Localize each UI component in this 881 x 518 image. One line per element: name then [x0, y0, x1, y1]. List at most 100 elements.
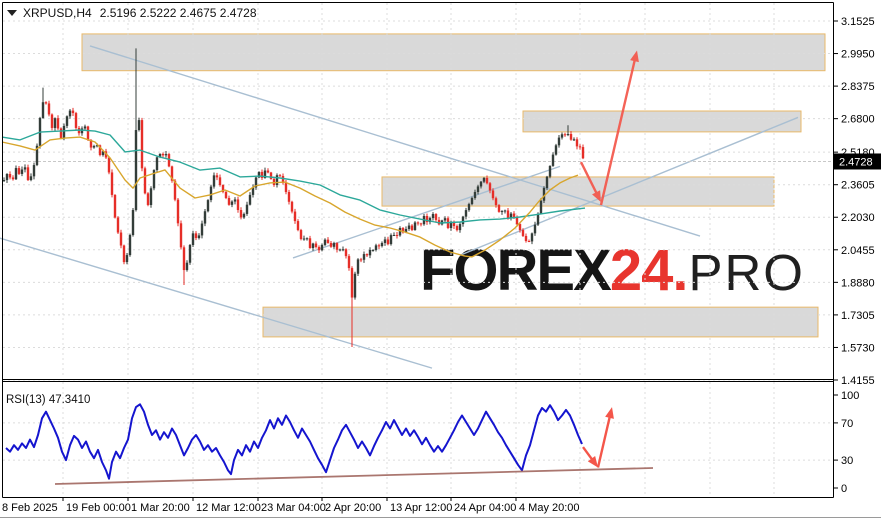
candle-body — [176, 199, 180, 224]
ascending-b — [459, 116, 799, 256]
rally-arrow-shaft — [599, 57, 637, 206]
ma-fast-orange — [1, 136, 579, 258]
candle-body — [488, 183, 492, 191]
time-tick-label: 8 Feb 2025 — [2, 502, 58, 514]
candle-body — [395, 235, 399, 237]
time-tick-label: 24 Apr 04:00 — [454, 502, 516, 514]
candle-body — [65, 116, 69, 126]
candle-body — [347, 256, 351, 269]
main-plot-area[interactable] — [2, 2, 833, 379]
rsi-scale-label: 0 — [841, 483, 847, 495]
candle-body — [194, 233, 198, 239]
descending-lower — [0, 237, 433, 369]
candle-body — [146, 193, 150, 205]
candle-body — [116, 217, 120, 233]
candle-body — [467, 204, 471, 211]
candle-body — [92, 146, 96, 148]
watermark-dot: . — [672, 237, 688, 304]
candle-body — [392, 235, 396, 237]
candle-body — [380, 242, 384, 247]
candle-body — [239, 210, 243, 218]
symbol-timeframe-label: XRPUSD,H4 — [23, 6, 92, 20]
candle-body — [497, 205, 501, 212]
candle-body — [179, 223, 183, 248]
chart-header: XRPUSD,H4 2.5196 2.5222 2.4675 2.4728 — [7, 6, 257, 20]
candle-body — [236, 199, 240, 211]
candle-body — [536, 213, 540, 225]
candle-body — [443, 218, 447, 221]
rsi-pullback-arrow-head — [587, 456, 598, 468]
candle-body — [404, 229, 408, 233]
candle-body — [425, 216, 429, 223]
candle-body — [554, 145, 558, 155]
candle-body — [191, 233, 195, 246]
zone-resistance-2.68 — [522, 110, 802, 133]
rsi-scale-label: 100 — [841, 390, 859, 402]
rsi-scale-label: 70 — [841, 418, 853, 430]
candle-body — [389, 235, 393, 245]
candle-body — [275, 175, 279, 186]
candle-body — [164, 154, 168, 156]
candle-body — [410, 225, 414, 231]
time-tick-label: 4 May 20:00 — [519, 502, 580, 514]
price-tick-label: 2.6800 — [841, 114, 875, 126]
candle-body — [83, 126, 87, 129]
candle-body — [20, 169, 24, 174]
candle-body — [5, 173, 9, 181]
candle-body — [140, 120, 144, 169]
candle-body — [335, 243, 339, 250]
candle-body — [260, 171, 264, 178]
price-tick-label: 2.0455 — [841, 245, 875, 257]
zone-support-1.73 — [262, 306, 819, 338]
candle-body — [14, 168, 18, 180]
candle-body — [407, 225, 411, 230]
candle-body — [521, 230, 525, 236]
candle-body — [278, 175, 282, 177]
candle-body — [131, 210, 135, 236]
candle-body — [86, 126, 90, 140]
price-tick-label: 2.2030 — [841, 212, 875, 224]
candle-body — [188, 245, 192, 263]
candle-body — [539, 200, 543, 214]
candle-body — [560, 134, 564, 138]
candle-body — [26, 167, 30, 181]
candle-body — [50, 114, 54, 128]
candle-body — [35, 145, 39, 166]
zone-support-2.36 — [381, 176, 775, 207]
candle-body — [245, 204, 249, 214]
candle-body — [230, 201, 234, 205]
candle-body — [263, 170, 267, 178]
candle-body — [503, 210, 507, 212]
candle-body — [455, 226, 459, 231]
candle-body — [128, 235, 132, 256]
candle-body — [317, 247, 321, 251]
candle-body — [551, 154, 555, 166]
candle-body — [470, 198, 474, 205]
candle-body — [182, 247, 186, 271]
candle-body — [2, 180, 6, 182]
candle-body — [359, 259, 363, 261]
candle-body — [338, 249, 342, 251]
candle-body — [227, 198, 231, 205]
candle-body — [371, 249, 375, 251]
candle-body — [308, 238, 312, 249]
candle-body — [581, 147, 585, 159]
candle-body — [149, 188, 153, 205]
candle-body — [287, 192, 291, 202]
rsi-plot-area[interactable] — [2, 381, 833, 497]
candle-body — [158, 153, 162, 158]
price-tick-label: 3.1525 — [841, 16, 875, 28]
time-tick-label: 12 Mar 12:00 — [196, 502, 261, 514]
candle-body — [41, 102, 45, 119]
candle-body — [566, 134, 570, 136]
candle-body — [209, 186, 213, 201]
candle-body — [296, 221, 300, 231]
symbol-dropdown-icon[interactable] — [7, 10, 17, 16]
candle-body — [326, 239, 330, 243]
price-tick-label: 1.7305 — [841, 310, 875, 322]
candle-body — [8, 173, 12, 178]
candle-body — [323, 239, 327, 245]
candle-body — [350, 268, 354, 298]
candle-body — [578, 146, 582, 148]
